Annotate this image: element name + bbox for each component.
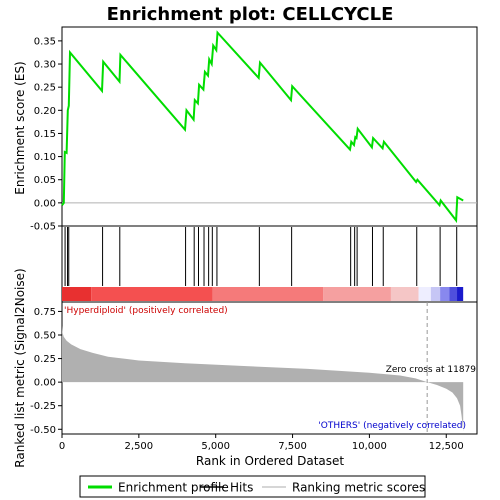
hits-panel	[61, 225, 478, 303]
hit-markers	[64, 227, 458, 286]
metric-y-axis-label: Ranked list metric (Signal2Noise)	[13, 268, 27, 467]
x-tick-label: 12,500	[429, 441, 464, 452]
heat-bar-segment	[212, 287, 324, 301]
heat-bar-segment	[62, 287, 92, 301]
es-y-tick-label: -0.05	[30, 222, 56, 233]
positive-correlation-label: 'Hyperdiploid' (positively correlated)	[64, 306, 228, 316]
x-axis-label: Rank in Ordered Dataset	[196, 454, 344, 468]
es-y-tick-label: 0.25	[34, 83, 56, 94]
es-panel: -0.05 0.00 0.05 0.10 0.15 0.20 0.25 0.30 0.35 En…	[13, 26, 478, 233]
ranked-list-heat-bar	[62, 287, 464, 301]
heat-bar-segment	[390, 287, 419, 301]
es-y-axis-label: Enrichment score (ES)	[13, 61, 27, 194]
es-y-axis: -0.05 0.00 0.05 0.10 0.15 0.20 0.25 0.30 0.35	[30, 36, 62, 233]
metric-panel: -0.50 -0.25 0.00 0.25 0.50 0.75 'Hyperdiploid…	[13, 268, 478, 468]
x-tick-label: 2,500	[125, 441, 154, 452]
zero-cross-label: Zero cross at 11879	[386, 365, 477, 375]
ranking-metric-area	[62, 325, 464, 432]
x-axis: 0 2,500 5,000 7,500 10,000 12,500	[59, 434, 464, 452]
es-y-tick-label: 0.20	[34, 106, 56, 117]
heat-bar-segment	[323, 287, 391, 301]
metric-y-tick-label: 0.25	[34, 354, 56, 365]
es-y-tick-label: 0.35	[34, 36, 56, 47]
x-tick-label: 0	[59, 441, 65, 452]
heat-bar-segment	[418, 287, 431, 301]
negative-correlation-label: 'OTHERS' (negatively correlated)	[318, 421, 466, 431]
heat-bar-segment	[430, 287, 441, 301]
es-y-tick-label: 0.15	[34, 129, 56, 140]
metric-y-tick-label: 0.00	[34, 378, 56, 389]
legend-label: Enrichment profile	[118, 481, 229, 495]
legend-box	[79, 475, 426, 498]
chart-title: Enrichment plot: CELLCYCLE	[107, 4, 394, 25]
metric-y-axis: -0.50 -0.25 0.00 0.25 0.50 0.75	[30, 307, 62, 436]
legend: Enrichment profile Hits Ranking metric sco…	[79, 475, 426, 498]
legend-label: Hits	[230, 481, 253, 495]
es-y-tick-label: 0.05	[34, 175, 56, 186]
es-plot-frame	[61, 26, 478, 227]
heat-bar-segment	[440, 287, 450, 301]
x-tick-label: 10,000	[352, 441, 387, 452]
metric-y-tick-label: 0.50	[34, 331, 56, 342]
legend-label: Ranking metric scores	[292, 481, 425, 495]
metric-y-tick-label: 0.75	[34, 307, 56, 318]
metric-y-tick-label: -0.25	[30, 401, 56, 412]
x-tick-label: 5,000	[201, 441, 230, 452]
x-tick-label: 7,500	[278, 441, 307, 452]
enrichment-profile-line	[61, 30, 464, 224]
es-y-tick-label: 0.10	[34, 152, 56, 163]
metric-y-tick-label: -0.50	[30, 425, 56, 436]
es-y-tick-label: 0.30	[34, 60, 56, 71]
heat-bar-segment	[457, 287, 464, 301]
heat-bar-segment	[91, 287, 213, 301]
heat-bar-segment	[449, 287, 458, 301]
es-y-tick-label: 0.00	[34, 198, 56, 209]
